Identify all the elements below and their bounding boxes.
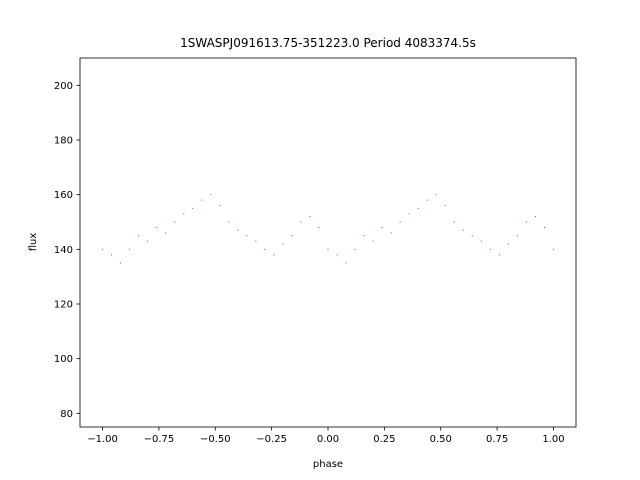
x-tick-label: 0.25 [373,434,395,445]
y-tick-label: 180 [54,136,73,147]
data-point [102,248,104,250]
y-tick-label: 140 [54,245,73,256]
data-point [255,240,257,242]
x-axis: −1.00 −0.75 −0.50 −0.25 0.00 0.25 0.50 0.75 1.00 [87,427,565,445]
y-tick-label: 160 [54,190,73,201]
scatter-points [102,194,554,264]
data-point [462,229,464,231]
data-point [390,232,392,234]
data-point [489,248,491,250]
data-point [219,205,221,207]
y-axis: 80 100 120 140 160 180 200 [54,81,80,420]
data-point [471,235,473,237]
data-point [453,221,455,223]
data-point [552,248,554,250]
data-point [498,254,500,256]
data-point [372,240,374,242]
data-point [354,248,356,250]
data-point [318,226,320,228]
data-point [525,221,527,223]
data-point [408,213,410,215]
data-point [111,254,113,256]
data-point [309,216,311,218]
data-point [129,248,131,250]
data-point [282,243,284,245]
data-point [291,235,293,237]
data-point [183,213,185,215]
x-tick-label: 0.75 [486,434,508,445]
data-point [210,194,212,196]
data-point [444,205,446,207]
data-point [174,221,176,223]
data-point [138,235,140,237]
data-point [246,235,248,237]
data-point [120,262,122,264]
data-point [345,262,347,264]
plot-frame [79,57,577,428]
data-point [192,207,194,209]
x-tick-label: 0.50 [430,434,452,445]
y-axis-label: flux [28,233,39,252]
data-point [534,216,536,218]
data-point [165,232,167,234]
x-tick-label: −0.25 [256,434,287,445]
data-point [516,235,518,237]
x-tick-label: 1.00 [542,434,564,445]
data-point [543,226,545,228]
x-tick-label: 0.00 [317,434,339,445]
data-point [363,235,365,237]
data-point [426,199,428,201]
data-point [273,254,275,256]
x-axis-label: phase [313,459,343,470]
data-point [156,226,158,228]
data-point [237,229,239,231]
x-tick-label: −1.00 [87,434,118,445]
data-point [435,194,437,196]
y-tick-label: 80 [60,409,73,420]
data-point [147,240,149,242]
data-point [417,207,419,209]
y-tick-label: 100 [54,354,73,365]
data-point [264,248,266,250]
x-tick-label: −0.75 [144,434,175,445]
data-point [300,221,302,223]
chart-title: 1SWASPJ091613.75-351223.0 Period 4083374… [180,36,476,50]
data-point [228,221,230,223]
data-point [399,221,401,223]
data-point [381,226,383,228]
data-point [327,248,329,250]
x-tick-label: −0.50 [200,434,231,445]
y-tick-label: 200 [54,81,73,92]
y-tick-label: 120 [54,300,73,311]
data-point [507,243,509,245]
data-point [480,240,482,242]
data-point [201,199,203,201]
data-point [336,254,338,256]
